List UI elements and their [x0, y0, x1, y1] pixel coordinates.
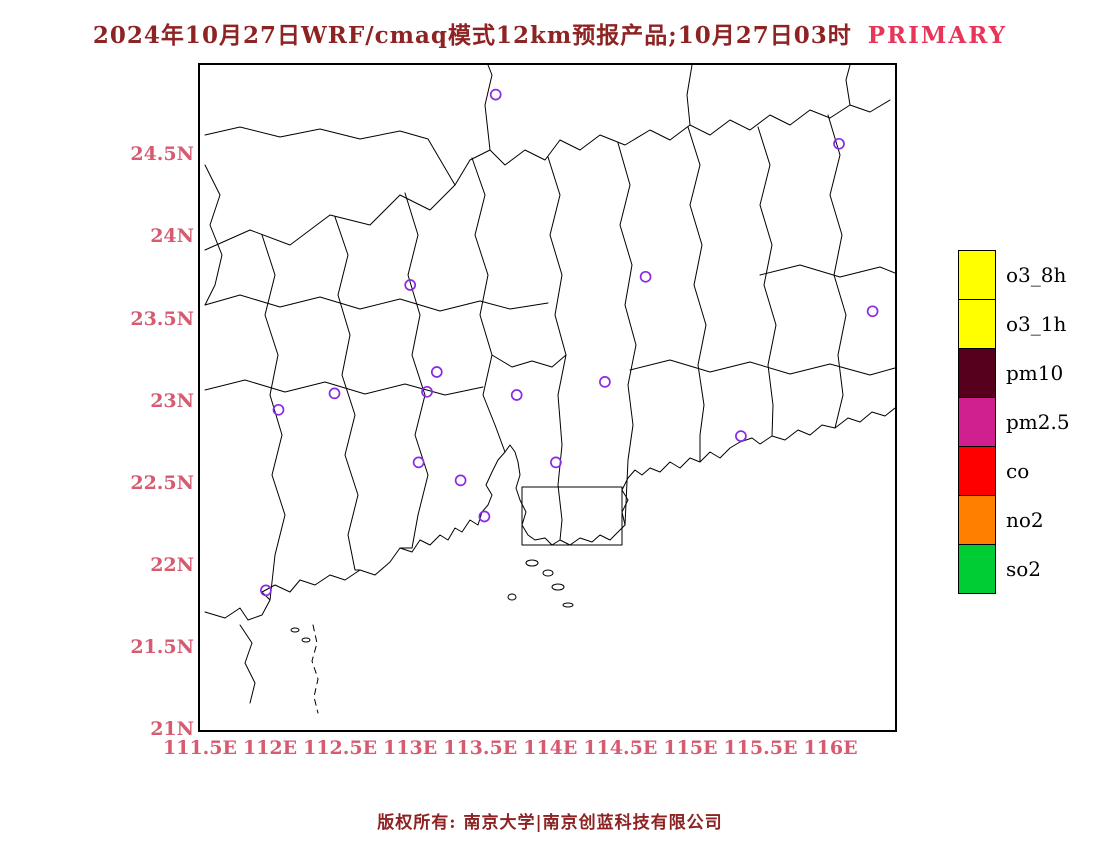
boundary-line: [204, 126, 456, 186]
province-boundaries: [204, 65, 895, 714]
station-marker: [478, 510, 491, 523]
lon-tick-label: 113.5E: [443, 737, 518, 759]
lon-tick-label: 115E: [663, 737, 718, 759]
legend-label: co: [1006, 459, 1030, 483]
station-marker: [510, 389, 523, 401]
boundary-line: [204, 379, 484, 396]
lat-tick-label: 23N: [150, 389, 194, 412]
station-marker: [260, 584, 272, 597]
boundary-line: [334, 216, 361, 571]
lon-tick-label: 116E: [803, 737, 858, 759]
lon-tick-label: 114E: [523, 737, 578, 759]
station-marker: [866, 305, 879, 318]
boundary-line: [204, 294, 549, 312]
island: [562, 602, 574, 608]
legend-label: no2: [1006, 508, 1044, 532]
chart-title-primary: PRIMARY: [867, 22, 1008, 49]
lon-tick-label: 113E: [383, 737, 438, 759]
legend-item: o3_1h: [958, 299, 1070, 349]
island: [542, 569, 554, 577]
legend-item: no2: [958, 495, 1070, 545]
legend-label: pm2.5: [1006, 410, 1070, 434]
lon-tick-label: 112E: [242, 737, 298, 759]
legend-swatch: [958, 544, 996, 594]
copyright-footer: 版权所有: 南京大学|南京创蓝科技有限公司: [377, 813, 723, 833]
station-marker: [404, 279, 417, 291]
lon-tick-label: 114.5E: [583, 737, 658, 759]
legend-swatch: [958, 299, 996, 349]
legend-label: o3_1h: [1006, 312, 1067, 336]
boundary-line: [547, 156, 567, 541]
lat-tick-label: 21N: [150, 718, 194, 740]
island: [525, 559, 539, 567]
lat-tick-label: 24N: [150, 225, 194, 248]
station-marker: [454, 474, 467, 487]
island: [301, 637, 311, 643]
legend-item: pm2.5: [958, 397, 1070, 447]
station-markers: [260, 88, 879, 597]
station-marker: [272, 403, 285, 416]
boundary-line: [471, 157, 506, 453]
lon-tick-label: 112.5E: [303, 737, 378, 759]
legend-item: so2: [958, 544, 1070, 594]
station-marker: [328, 387, 341, 400]
map-canvas: [204, 65, 895, 714]
station-marker: [489, 88, 502, 101]
lat-tick-label: 23.5N: [130, 307, 194, 330]
boundary-line: [757, 126, 777, 437]
legend-label: so2: [1006, 557, 1042, 581]
region-box: [521, 486, 623, 546]
boundary-line: [759, 264, 895, 278]
station-marker: [639, 270, 652, 283]
boundary-line: [261, 234, 286, 601]
boundary-line: [491, 354, 567, 368]
station-marker: [412, 456, 425, 469]
island: [290, 627, 300, 633]
lon-axis: 111.5E 112E 112.5E 113E 113.5E 114E 114.5E 115E…: [163, 737, 895, 763]
legend-swatch: [958, 446, 996, 496]
boundary-line: [827, 114, 847, 429]
island: [551, 583, 565, 591]
boundary-line: [399, 192, 429, 549]
boundary-line: [686, 65, 693, 126]
legend-item: o3_8h: [958, 250, 1070, 300]
lat-tick-label: 21.5N: [130, 635, 194, 658]
legend-swatch: [958, 250, 996, 300]
lat-tick-label: 22N: [150, 553, 194, 576]
station-marker: [833, 137, 845, 150]
boundary-line: [845, 65, 851, 106]
lat-tick-label: 22.5N: [130, 471, 194, 494]
coastline: [204, 407, 895, 621]
chart-title: 2024年10月27日WRF/cmaq模式12km预报产品;10月27日03时 P…: [0, 16, 1100, 50]
station-marker: [599, 376, 611, 388]
chart-title-text: 2024年10月27日WRF/cmaq模式12km预报产品;10月27日03时: [92, 22, 852, 49]
island: [507, 593, 517, 601]
legend-item: pm10: [958, 348, 1070, 398]
legend-label: o3_8h: [1006, 263, 1067, 287]
boundary-line: [687, 126, 707, 463]
station-marker: [735, 430, 747, 442]
lat-axis: 24.5N 24N 23.5N 23N 22.5N 22N 21.5N 21N: [104, 65, 194, 740]
legend-swatch: [958, 495, 996, 545]
lon-tick-label: 115.5E: [723, 737, 798, 759]
legend-label: pm10: [1006, 361, 1064, 385]
legend-swatch: [958, 348, 996, 398]
lat-tick-label: 24.5N: [130, 143, 194, 166]
boundary-line: [239, 624, 256, 704]
station-marker: [421, 385, 433, 398]
boundary-line: [617, 142, 637, 526]
boundary-line: [629, 359, 895, 376]
lon-tick-label: 111.5E: [163, 737, 237, 759]
legend: o3_8h o3_1h pm10 pm2.5 co no2 so2: [958, 250, 1070, 594]
boundary-line: [204, 164, 223, 306]
station-marker: [430, 366, 443, 378]
boundary-line: [204, 99, 891, 251]
boundary-line: [484, 65, 493, 151]
boundary-line-dashed: [311, 624, 319, 714]
legend-item: co: [958, 446, 1070, 496]
map-frame: [198, 63, 897, 732]
station-marker: [550, 456, 562, 469]
legend-swatch: [958, 397, 996, 447]
